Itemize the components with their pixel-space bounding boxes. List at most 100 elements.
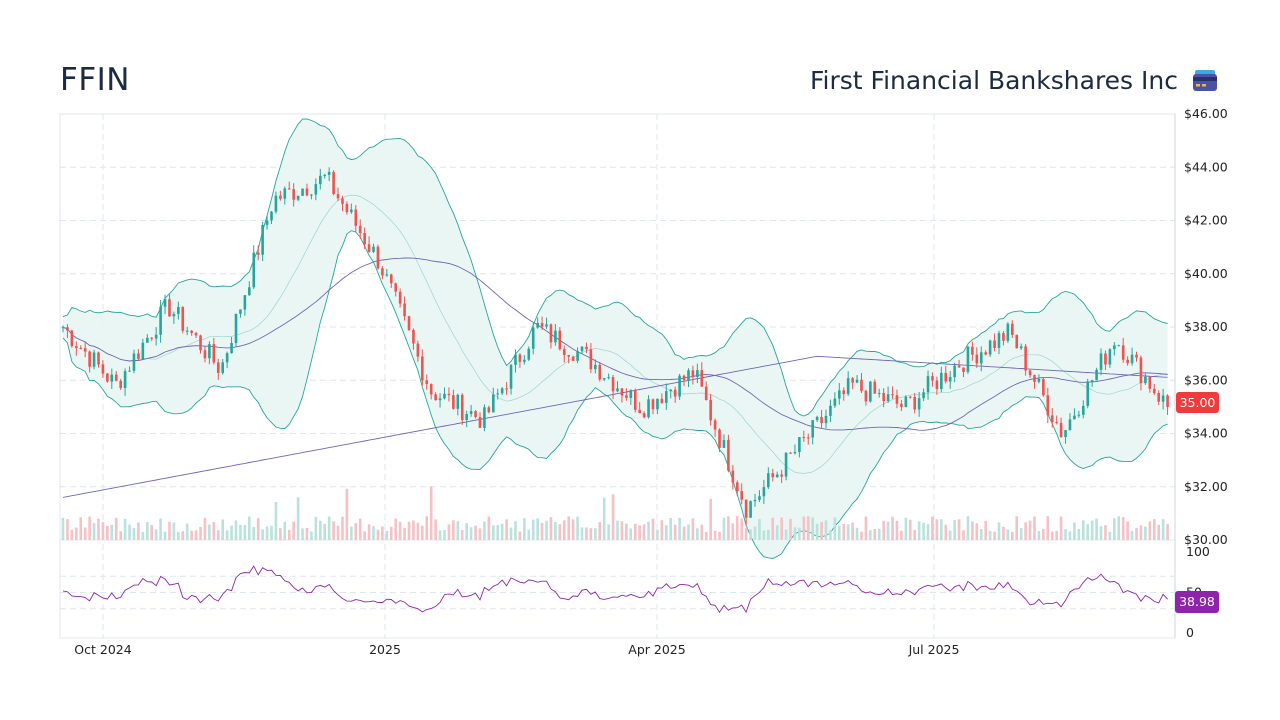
candle-body (545, 324, 548, 327)
candle-body (842, 390, 846, 395)
candle-body (1135, 354, 1138, 358)
volume-bar (456, 521, 460, 540)
candle-body (168, 299, 171, 317)
volume-bar (638, 525, 641, 540)
candle-body (1095, 369, 1098, 381)
candle-body (971, 346, 974, 355)
volume-bar (1002, 526, 1005, 540)
volume-bar (79, 517, 83, 540)
candle-body (394, 283, 397, 292)
candle-body (1068, 419, 1072, 431)
candle-body (181, 307, 185, 331)
y-tick-label: $44.00 (1184, 159, 1228, 174)
candle-body (731, 470, 735, 483)
candle-body (935, 380, 939, 389)
volume-bar (820, 521, 823, 540)
volume-bar (425, 516, 429, 540)
volume-bar (762, 530, 766, 540)
candle-body (851, 378, 854, 383)
rsi-tick-label: 0 (1186, 625, 1194, 640)
candle-body (265, 220, 269, 225)
candle-body (904, 396, 908, 407)
candle-body (1157, 393, 1160, 402)
candle-body (784, 452, 788, 477)
candle-body (860, 379, 863, 391)
candle-body (678, 375, 681, 397)
volume-bar (1104, 525, 1107, 540)
candle-body (487, 407, 491, 413)
volume-bar (975, 523, 979, 540)
volume-bar (216, 530, 220, 540)
volume-bar (722, 517, 726, 540)
candle-body (749, 501, 752, 518)
volume-bar (908, 519, 912, 540)
last-price-badge (1176, 392, 1219, 413)
candle-body (629, 390, 633, 398)
volume-bar (265, 526, 269, 540)
volume-bar (775, 525, 779, 540)
candle-body (101, 364, 105, 374)
volume-bar (460, 530, 464, 540)
volume-bar (66, 519, 69, 540)
volume-bar (381, 526, 384, 540)
volume-bar (869, 530, 872, 540)
volume-bar (540, 522, 544, 540)
candle-body (478, 417, 482, 428)
volume-bar (92, 523, 96, 540)
volume-bar (860, 531, 863, 540)
volume-bar (421, 525, 424, 540)
volume-bar (554, 522, 557, 540)
volume-bar (846, 524, 850, 540)
volume-bar (274, 501, 278, 540)
candle-body (1050, 415, 1054, 423)
candle-body (571, 356, 575, 361)
candle-body (744, 499, 748, 518)
candle-body (323, 174, 327, 176)
volume-bar (895, 520, 899, 540)
volume-bar (780, 517, 783, 540)
volume-bar (61, 517, 65, 540)
candle-body (301, 188, 304, 196)
volume-bar (1166, 524, 1169, 540)
volume-bar (558, 524, 562, 540)
volume-bar (864, 516, 868, 540)
volume-bar (607, 524, 610, 540)
volume-bar (181, 531, 185, 540)
volume-bar (709, 498, 712, 540)
volume-bar (367, 524, 371, 540)
volume-bar (971, 521, 974, 540)
volume-bar (114, 517, 118, 540)
candle-body (1090, 380, 1094, 382)
candle-body (234, 313, 238, 343)
candle-body (660, 398, 664, 403)
volume-bar (221, 519, 224, 540)
volume-bar (145, 522, 149, 540)
candle-body (199, 335, 202, 351)
candle-body (669, 389, 673, 392)
candle-body (239, 309, 242, 314)
volume-bar (345, 488, 349, 540)
x-tick-label: 2025 (369, 642, 401, 657)
volume-bar (913, 529, 917, 540)
candle-body (598, 364, 602, 380)
candle-body (554, 330, 557, 343)
volume-bar (88, 516, 91, 540)
volume-bar (110, 524, 114, 540)
candle-body (225, 353, 229, 363)
volume-bar (811, 517, 814, 540)
candle-body (762, 487, 766, 497)
candle-body (460, 394, 464, 421)
candle-body (438, 398, 442, 401)
candle-body (700, 370, 704, 387)
volume-bar (851, 522, 854, 540)
volume-bar (1042, 528, 1045, 540)
candle-body (869, 381, 872, 402)
candle-body (398, 291, 402, 304)
candle-body (771, 473, 775, 478)
candle-body (616, 388, 619, 392)
volume-bar (802, 516, 806, 540)
volume-bar (789, 518, 792, 540)
candle-body (611, 377, 615, 392)
candle-body (984, 352, 987, 355)
